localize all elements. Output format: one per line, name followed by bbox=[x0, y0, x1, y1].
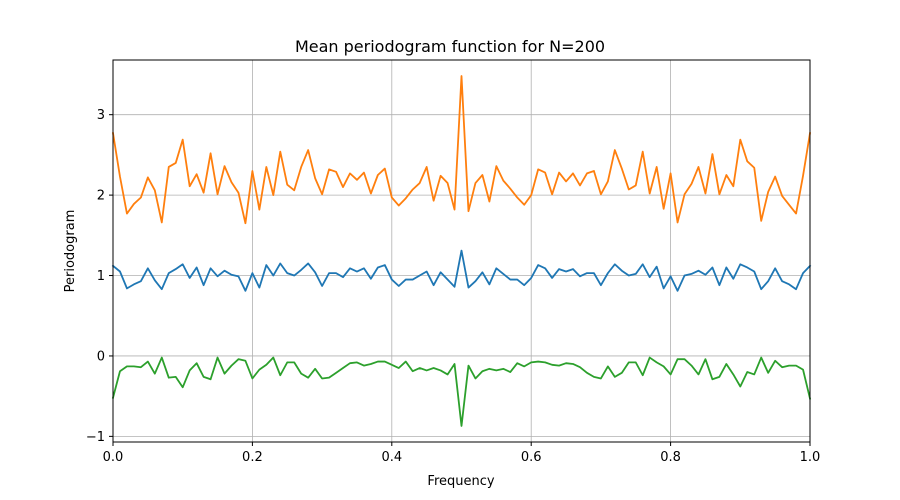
x-axis-ticks: 0.0 0.2 0.4 0.6 0.8 1.0 bbox=[103, 442, 821, 465]
y-tick-label: 0 bbox=[97, 349, 105, 364]
y-tick-label: 1 bbox=[97, 269, 105, 284]
x-tick-label: 0.4 bbox=[381, 450, 402, 465]
y-tick-label: 3 bbox=[97, 108, 105, 123]
y-tick-label: 2 bbox=[97, 189, 105, 204]
y-axis-label: Periodogram bbox=[63, 210, 78, 293]
series-line-1 bbox=[111, 249, 812, 292]
x-tick-label: 0.0 bbox=[103, 450, 124, 465]
x-tick-label: 0.2 bbox=[242, 450, 263, 465]
series-line-2 bbox=[111, 75, 812, 225]
x-tick-label: 0.6 bbox=[521, 450, 542, 465]
x-tick-label: 1.0 bbox=[800, 450, 821, 465]
series-lines bbox=[111, 75, 812, 427]
series-line-3 bbox=[111, 356, 812, 427]
plot-area-frame bbox=[112, 59, 811, 443]
x-axis-label: Frequency bbox=[427, 474, 494, 489]
chart-title: Mean periodogram function for N=200 bbox=[295, 37, 605, 56]
y-tick-label: −1 bbox=[86, 430, 105, 445]
y-axis-ticks: −1 0 1 2 3 bbox=[86, 108, 113, 445]
x-tick-label: 0.8 bbox=[660, 450, 681, 465]
